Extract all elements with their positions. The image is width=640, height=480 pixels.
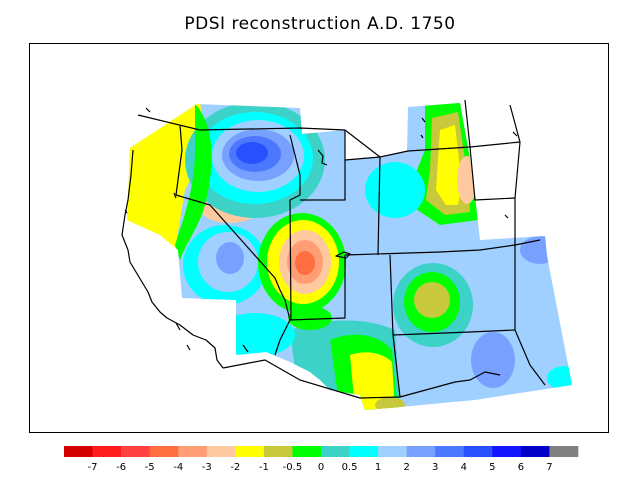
colorbar-label: -6 <box>116 462 126 473</box>
border-or-id <box>175 124 183 196</box>
colorbar-label: 6 <box>518 462 524 473</box>
island-1 <box>145 107 151 113</box>
colorbar-swatch <box>549 446 579 457</box>
colorbar-swatch <box>292 446 322 457</box>
border-ca-nv <box>175 194 291 321</box>
colorbar-label: -7 <box>88 462 98 473</box>
map-title: PDSI reconstruction A.D. 1750 <box>184 14 456 34</box>
colorbar-swatch <box>406 446 436 457</box>
colorbar-swatch <box>378 446 407 457</box>
colorbar-label: 4 <box>461 462 467 473</box>
colorbar-label: 7 <box>546 462 552 473</box>
colorbar-swatch <box>235 446 265 457</box>
border-wy-sd <box>344 130 381 256</box>
border-mn <box>509 104 521 143</box>
colorbar-swatch <box>206 446 236 457</box>
boundary-lines <box>121 99 546 399</box>
colorbar-label: 3 <box>432 462 438 473</box>
colorbar-swatch <box>92 446 122 457</box>
island-6 <box>186 344 191 351</box>
lake-yellowstone <box>317 149 328 166</box>
lake-9 <box>512 131 518 137</box>
colorbar-label: 2 <box>403 462 409 473</box>
colorbar-label: 5 <box>489 462 495 473</box>
colorbar-swatch <box>121 446 150 457</box>
lake-tahoe <box>173 192 177 199</box>
border-tx-ok <box>514 245 546 386</box>
border-ut-az <box>289 255 346 321</box>
colorbar-swatch <box>435 446 465 457</box>
border-nm-tx <box>392 329 516 336</box>
island-2 <box>421 117 426 123</box>
island-4 <box>124 209 128 214</box>
lake-8 <box>504 214 509 219</box>
great-salt-lake <box>335 251 351 259</box>
colorbar-label: -2 <box>230 462 240 473</box>
colorbar-label: -0.5 <box>283 462 303 473</box>
colorbar-swatch <box>463 446 493 457</box>
colorbar-label: -4 <box>173 462 183 473</box>
border-ia <box>514 141 521 199</box>
colorbar-label: 0.5 <box>342 462 358 473</box>
colorbar: -7 -6 -5 -4 -3 -2 -1 -0.5 0 0.5 1 2 3 4 5 6 7 <box>64 446 579 473</box>
colorbar-label: -5 <box>145 462 155 473</box>
island-3 <box>420 134 424 139</box>
colorbar-swatch <box>64 446 93 457</box>
colorbar-label: -3 <box>202 462 212 473</box>
island-7 <box>242 344 249 353</box>
border-co-ks <box>344 239 541 256</box>
border-id-mt <box>289 134 301 201</box>
border-az-ca <box>274 319 291 356</box>
colorbar-swatch <box>321 446 350 457</box>
colorbar-swatch <box>520 446 550 457</box>
border-ut-wy <box>300 160 346 201</box>
colorbar-swatch <box>263 446 293 457</box>
colorbar-label: 0 <box>318 462 324 473</box>
colorbar-label: 1 <box>375 462 381 473</box>
colorbar-swatch <box>149 446 179 457</box>
colorbar-swatch <box>178 446 208 457</box>
colorbar-swatch <box>349 446 379 457</box>
border-nd-mn <box>464 99 471 148</box>
colorbar-label: -1 <box>259 462 269 473</box>
island-5 <box>175 322 181 331</box>
border-sd-ne <box>469 146 516 245</box>
border-nv-ut <box>289 199 292 321</box>
pdsi-field <box>127 103 572 410</box>
colorbar-swatch <box>492 446 522 457</box>
coastline <box>121 149 224 369</box>
northern-border <box>137 114 521 158</box>
